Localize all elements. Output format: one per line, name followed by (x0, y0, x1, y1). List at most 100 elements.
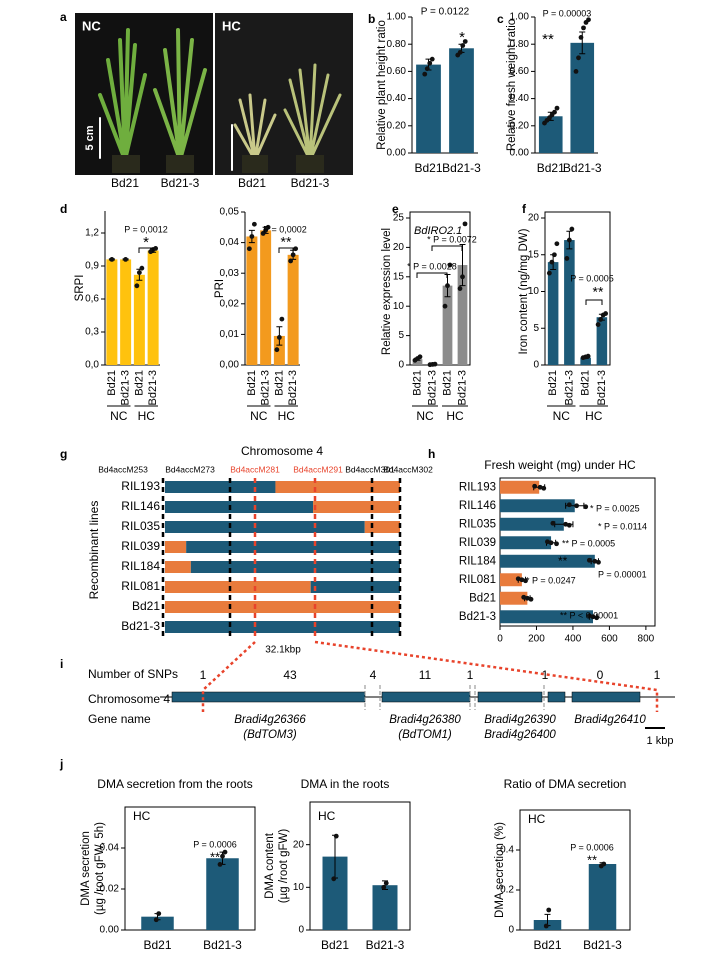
x-tick-label: Bd21 (580, 370, 592, 396)
gene-box (381, 691, 471, 703)
x-tick-label: Bd21-3 (583, 938, 622, 952)
snp-count: 0 (597, 668, 604, 682)
genotype-segment (310, 581, 400, 593)
y-tick-label: RIL193 (459, 481, 496, 493)
x-tick-label: Bd21-3 (442, 161, 481, 175)
bar (106, 259, 118, 365)
marker-label: Bd4accM253 (98, 464, 148, 474)
data-point (217, 862, 223, 867)
panel-letter: h (428, 447, 435, 461)
data-point (251, 221, 257, 227)
bar (246, 236, 258, 365)
data-point (578, 35, 584, 40)
x-tick-label: Bd21-3 (596, 370, 608, 405)
y-tick-label: 0,6 (85, 294, 99, 305)
y-tick-label: RIL081 (459, 574, 496, 586)
x-tick-label: Bd21-3 (366, 938, 405, 952)
data-point (590, 614, 596, 620)
y-tick-label: 0.80 (387, 39, 407, 50)
annotation: HC (133, 809, 151, 823)
x-tick-label: Bd21 (547, 370, 559, 396)
bar (500, 591, 528, 605)
x-tick-label: 0 (497, 634, 503, 645)
y-tick-label: 0,00 (220, 360, 240, 371)
x-tick-label: 400 (565, 634, 582, 645)
y-tick-label: 0.00 (510, 148, 530, 159)
scale-label: 5 cm (84, 125, 96, 150)
data-point (592, 558, 598, 564)
y-tick-label: 20 (293, 839, 305, 850)
data-point (249, 234, 255, 239)
genotype-segment (275, 481, 400, 493)
data-point (574, 503, 579, 509)
bar (372, 885, 398, 930)
annotation: P = 0,0012 (124, 224, 168, 234)
data-point (532, 483, 538, 489)
gene-name: (BdTOM3) (243, 729, 297, 741)
y-tick-label: RIL039 (459, 537, 496, 549)
y-tick-label: 0 (398, 360, 404, 371)
y-tick-label: 0.60 (510, 66, 530, 77)
y-tick-label: 5 (533, 323, 539, 334)
group-label: NC (250, 409, 268, 423)
data-point (288, 258, 294, 264)
annotation: ** (281, 234, 292, 250)
y-tick-label: 1.00 (387, 12, 407, 23)
group-label: HC (278, 409, 296, 423)
data-point (460, 43, 466, 48)
y-tick-label: 10 (528, 286, 540, 297)
data-point (554, 105, 560, 111)
data-point (546, 270, 552, 276)
condition-label: HC (222, 18, 241, 33)
data-point (594, 615, 600, 621)
data-point (383, 880, 389, 886)
y-tick-label: 20 (528, 213, 540, 224)
annotation: P = 0,0002 (263, 224, 307, 234)
bar (580, 357, 591, 365)
x-tick-label: Bd21 (411, 370, 423, 396)
bar (147, 250, 159, 365)
y-tick-label: 0.20 (387, 120, 407, 131)
panel-letter: g (60, 447, 67, 461)
data-point (554, 241, 560, 247)
annotation: * P = 0.0028 (407, 261, 457, 271)
y-tick-label: 1,2 (85, 228, 99, 239)
bar (273, 335, 285, 365)
y-tick-label: 0.20 (510, 120, 530, 131)
chart-title: BdIRO2.1 (414, 225, 462, 237)
chart-title: DMA secretion from the roots (97, 777, 252, 791)
bar (500, 610, 593, 624)
photo-hc (215, 13, 353, 175)
zoom-line (201, 640, 659, 712)
x-tick-label: Bd21-3 (287, 370, 299, 405)
data-point (422, 71, 428, 77)
annotation: * P = 0.0025 (590, 503, 640, 513)
gene-name: Bradi4g26390 (484, 714, 556, 726)
annotation: HC (318, 809, 336, 823)
row-label: Chromosome 4 (88, 692, 170, 706)
y-axis-label: Relative plant height ratio (376, 20, 388, 150)
gene-name: Bradi4g26366 (234, 714, 306, 726)
x-tick-label: Bd21 (273, 370, 285, 396)
cultivar-label: Bd21 (111, 176, 139, 190)
panel-letter: f (522, 202, 527, 216)
y-tick-label: 0,04 (220, 237, 240, 248)
y-tick-label: 0.40 (387, 93, 407, 104)
chart-title: Fresh weight (mg) under HC (484, 458, 636, 472)
group-label: HC (585, 409, 603, 423)
x-tick-label: Bd21-3 (563, 370, 575, 405)
data-point (429, 56, 435, 62)
data-point (460, 274, 465, 280)
x-tick-label: Bd21 (414, 161, 442, 175)
line-label: Bd21-3 (121, 619, 160, 633)
annotation: ** P = 0.0005 (562, 538, 615, 548)
bar (547, 262, 559, 365)
genotype-segment (165, 501, 314, 513)
x-tick-label: Bd21-3 (563, 161, 602, 175)
bar (500, 573, 522, 587)
data-point (528, 596, 534, 602)
significance-bracket (138, 247, 154, 253)
x-tick-label: Bd21 (106, 370, 118, 396)
data-point (576, 55, 581, 61)
